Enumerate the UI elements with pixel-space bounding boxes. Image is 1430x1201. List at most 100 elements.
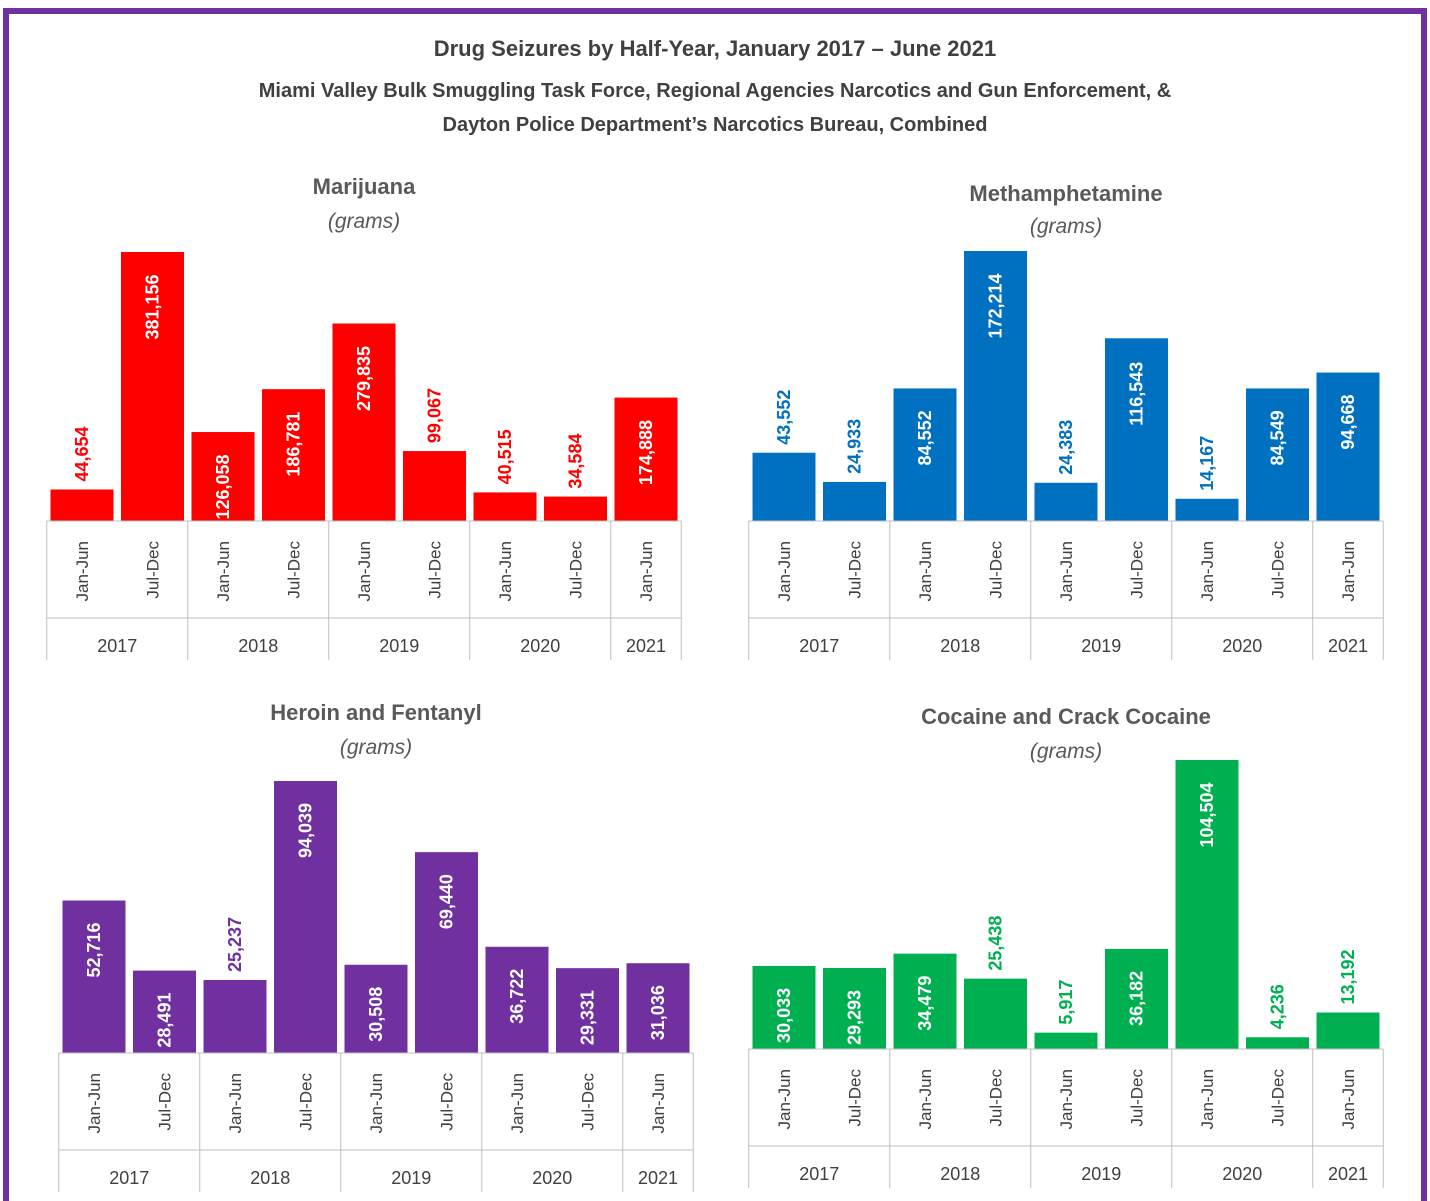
bar [1175, 498, 1239, 521]
x-tick-label: Jul-Dec [987, 1069, 1006, 1127]
data-label: 84,552 [915, 410, 935, 465]
x-tick-label: Jul-Dec [1269, 541, 1288, 599]
chart-title: Cocaine and Crack Cocaine [921, 704, 1211, 729]
year-label: 2020 [1222, 1164, 1262, 1184]
year-label: 2018 [940, 1164, 980, 1184]
x-tick-label: Jan-Jun [775, 541, 794, 601]
x-tick-label: Jan-Jun [1339, 1069, 1358, 1129]
x-tick-label: Jul-Dec [144, 541, 163, 599]
x-tick-label: Jul-Dec [426, 541, 445, 599]
cocaine-chart: Cocaine and Crack Cocaine (grams) 30,033 Ja… [748, 704, 1384, 1188]
bar [403, 451, 466, 521]
year-label: 2017 [799, 1164, 839, 1184]
data-label: 30,508 [366, 987, 386, 1042]
main-subtitle-line1: Miami Valley Bulk Smuggling Task Force, … [258, 80, 1172, 102]
data-label: 84,549 [1268, 410, 1288, 465]
bar [556, 968, 619, 1053]
data-label: 31,036 [648, 985, 668, 1040]
bar [274, 781, 337, 1053]
data-label: 69,440 [437, 874, 457, 929]
data-label: 4,236 [1268, 984, 1288, 1029]
data-label: 30,033 [774, 988, 794, 1043]
year-label: 2019 [379, 636, 419, 656]
bar [133, 970, 196, 1053]
bar [1246, 1037, 1309, 1049]
bar [344, 964, 408, 1053]
year-label: 2021 [1328, 636, 1368, 656]
bar [473, 492, 537, 521]
data-label: 43,552 [774, 390, 794, 445]
bar [203, 980, 267, 1053]
year-label: 2019 [1081, 1164, 1121, 1184]
bar [415, 852, 478, 1053]
bar [752, 965, 816, 1049]
chart-title: Marijuana [313, 174, 416, 199]
x-tick-label: Jan-Jun [226, 1073, 245, 1133]
chart-title: Methamphetamine [969, 181, 1162, 206]
x-tick-label: Jan-Jun [214, 541, 233, 601]
x-tick-label: Jan-Jun [916, 541, 935, 601]
x-tick-label: Jan-Jun [1198, 541, 1217, 601]
year-label: 2021 [638, 1168, 678, 1188]
year-label: 2020 [532, 1168, 572, 1188]
x-tick-label: Jan-Jun [637, 541, 656, 601]
x-tick-label: Jan-Jun [85, 1073, 104, 1133]
main-title: Drug Seizures by Half-Year, January 2017… [433, 36, 997, 61]
data-label: 24,383 [1056, 420, 1076, 475]
x-tick-label: Jul-Dec [1128, 541, 1147, 599]
x-tick-label: Jul-Dec [1269, 1069, 1288, 1127]
data-label: 40,515 [495, 429, 515, 484]
marijuana-chart: Marijuana (grams) 44,654 Jan-Jun 381,156 Jul-… [46, 174, 682, 660]
data-label: 279,835 [354, 346, 374, 411]
year-label: 2021 [1328, 1164, 1368, 1184]
methamphetamine-chart: Methamphetamine (grams) 43,552 Jan-Jun 24,93… [748, 181, 1384, 660]
bar [62, 900, 126, 1053]
data-label: 186,781 [284, 412, 304, 477]
bar [332, 323, 396, 521]
bar [893, 388, 957, 521]
bar [121, 252, 184, 521]
chart-title: Heroin and Fentanyl [270, 700, 481, 725]
data-label: 94,668 [1338, 395, 1358, 450]
bar [1034, 1032, 1098, 1049]
data-label: 99,067 [425, 388, 445, 443]
bar [1316, 372, 1380, 521]
data-label: 94,039 [296, 803, 316, 858]
bar [544, 496, 607, 521]
x-tick-label: Jan-Jun [355, 541, 374, 601]
bar [964, 978, 1027, 1049]
bar [1175, 760, 1239, 1049]
bar [752, 452, 816, 521]
year-label: 2019 [391, 1168, 431, 1188]
year-label: 2020 [1222, 636, 1262, 656]
x-tick-label: Jan-Jun [649, 1073, 668, 1133]
year-label: 2021 [626, 636, 666, 656]
data-label: 34,584 [566, 434, 586, 489]
x-tick-label: Jan-Jun [367, 1073, 386, 1133]
data-label: 52,716 [84, 922, 104, 977]
x-tick-label: Jan-Jun [1057, 1069, 1076, 1129]
x-tick-label: Jul-Dec [438, 1073, 457, 1131]
x-tick-label: Jan-Jun [1057, 541, 1076, 601]
x-tick-label: Jan-Jun [508, 1073, 527, 1133]
x-tick-label: Jan-Jun [1198, 1069, 1217, 1129]
chart-subtitle: (grams) [1030, 215, 1102, 238]
x-tick-label: Jan-Jun [496, 541, 515, 601]
data-label: 5,917 [1056, 980, 1076, 1025]
bar [1034, 482, 1098, 521]
bar [1316, 1012, 1380, 1049]
data-label: 25,237 [225, 917, 245, 972]
data-label: 36,182 [1127, 971, 1147, 1026]
data-label: 174,888 [636, 420, 656, 485]
bar [262, 389, 325, 521]
data-label: 126,058 [213, 454, 233, 519]
data-label: 14,167 [1197, 436, 1217, 491]
year-label: 2017 [109, 1168, 149, 1188]
chart-subtitle: (grams) [340, 736, 412, 759]
bar [964, 251, 1027, 521]
bar [485, 946, 549, 1053]
chart-subtitle: (grams) [328, 210, 400, 233]
main-subtitle-line2: Dayton Police Department’s Narcotics Bur… [442, 114, 988, 136]
year-label: 2019 [1081, 636, 1121, 656]
data-label: 25,438 [986, 916, 1006, 971]
